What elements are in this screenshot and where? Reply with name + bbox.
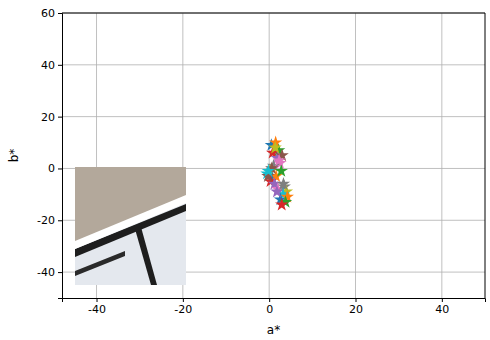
tick-label: 20 [41,111,55,124]
inset-image [75,167,186,285]
point [275,164,288,177]
inset-surface [75,202,186,285]
y-axis-title: b* [7,149,21,163]
tick-label: -40 [37,266,55,279]
tick-mark [58,220,62,221]
tick-label: -20 [174,303,192,316]
tick-mark [58,65,62,66]
tick-mark [97,298,98,302]
tick: 60 [41,7,62,20]
x-axis-title: a* [267,323,280,337]
point [262,164,275,177]
chart: -40 -20 0 20 40 -40 -20 0 20 40 60 a* b* [0,0,490,340]
x-axis: -40 -20 0 20 40 [63,298,486,316]
frame [62,13,485,14]
tick-mark [442,298,443,302]
point [277,177,290,190]
grid-line [441,13,442,298]
grid-line [62,64,485,65]
tick: -40 [37,266,62,279]
y-axis: -40 -20 0 20 40 60 [37,7,62,298]
inset-stripe [75,195,186,249]
tick-label: 20 [349,303,363,316]
axis-line [63,299,486,303]
tick-mark [183,298,184,302]
tick-mark [356,298,357,302]
points [260,136,294,211]
frame [485,13,486,298]
tick: -40 [88,298,106,316]
tick: 40 [41,59,62,72]
point [275,198,288,211]
inset-stripe [75,204,186,257]
tick-label: -20 [37,214,55,227]
axis-line [58,14,63,299]
tick-mark [58,272,62,273]
inset-background [75,167,186,285]
tick: -20 [37,214,62,227]
tick-label: -40 [88,303,106,316]
grid [62,13,485,298]
tick-mark [58,13,62,14]
tick: 0 [266,298,273,316]
tick: 20 [41,111,62,124]
tick: 40 [435,298,449,316]
tick-label: 0 [48,162,55,175]
tick-mark [58,117,62,118]
tick: 0 [48,162,62,175]
grid-line [62,116,485,117]
grid-line [355,13,356,298]
tick-mark [58,168,62,169]
tick: -20 [174,298,192,316]
point [269,141,282,154]
inset-stripe [135,227,157,285]
tick-label: 60 [41,7,55,20]
tick-label: 40 [435,303,449,316]
tick-label: 40 [41,59,55,72]
tick: 20 [349,298,363,316]
tick-label: 0 [266,303,273,316]
grid-line [62,13,485,14]
tick-mark [269,298,270,302]
plot: -40 -20 0 20 40 -40 -20 0 20 40 60 [37,7,485,316]
inset-stripe [75,251,125,276]
point [272,154,285,167]
